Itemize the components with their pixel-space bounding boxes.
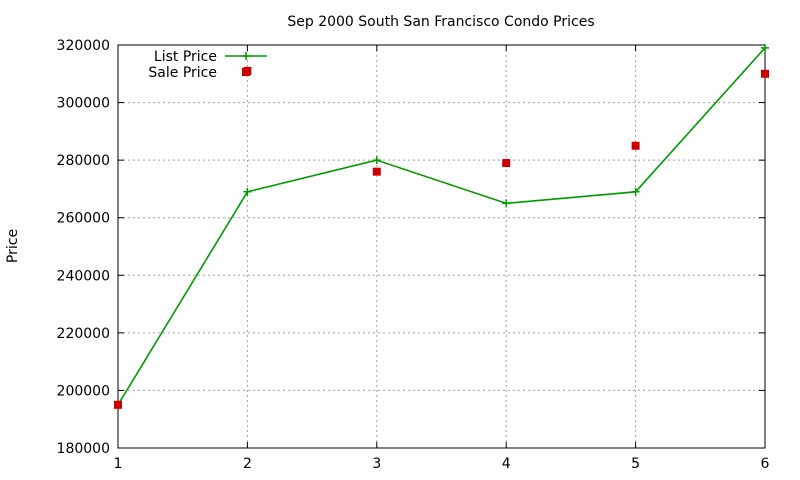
- legend-square-marker: [242, 68, 250, 76]
- y-tick-label: 180000: [57, 441, 110, 457]
- grid-lines: [118, 45, 765, 448]
- x-tick-label: 1: [114, 456, 123, 472]
- y-tick-label: 220000: [57, 326, 110, 342]
- list-price-point: [372, 156, 381, 165]
- y-axis-label: Price: [5, 229, 21, 263]
- x-tick-label: 5: [631, 456, 640, 472]
- sale-price-point: [502, 159, 511, 168]
- x-tick-label: 3: [372, 456, 381, 472]
- legend-label: Sale Price: [148, 65, 217, 81]
- x-tick-label: 2: [243, 456, 252, 472]
- y-tick-label: 300000: [57, 96, 110, 112]
- sale-price-point: [761, 69, 769, 78]
- legend-label: List Price: [154, 49, 217, 65]
- axis-ticks: 180000 200000 220000 240000 260000 280000 3000…: [57, 38, 770, 472]
- y-tick-label: 260000: [57, 211, 110, 227]
- x-tick-label: 4: [502, 456, 511, 472]
- list-price-line: [117, 47, 766, 406]
- legend-plus-marker: [242, 52, 250, 60]
- y-tick-label: 280000: [57, 153, 110, 169]
- chart-title: Sep 2000 South San Francisco Condo Price…: [287, 14, 594, 30]
- y-tick-label: 240000: [57, 268, 110, 284]
- y-tick-label: 200000: [57, 383, 110, 399]
- series-layer: [114, 43, 769, 409]
- list-price-point: [243, 187, 252, 196]
- y-tick-label: 320000: [57, 38, 110, 54]
- sale-price-point: [631, 141, 640, 150]
- plot-frame: [117, 44, 766, 449]
- x-tick-label: 6: [761, 456, 770, 472]
- sale-price-point: [372, 167, 381, 176]
- list-price-point: [502, 199, 511, 208]
- sale-price-point: [114, 400, 122, 409]
- list-price-point: [761, 43, 769, 52]
- list-price-point: [631, 187, 640, 196]
